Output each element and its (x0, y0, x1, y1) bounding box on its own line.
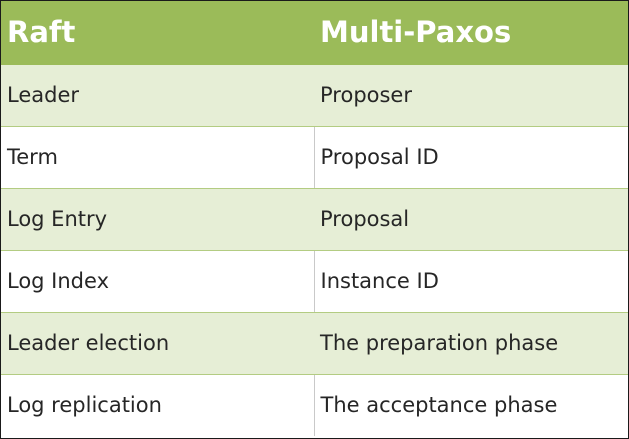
raft-term-cell: Leader election (1, 312, 314, 375)
raft-term-cell: Log Index (1, 250, 315, 313)
paxos-term-cell: The preparation phase (314, 312, 628, 375)
table-header: Raft Multi-Paxos (1, 1, 628, 65)
table-body: Leader Proposer Term Proposal ID Log Ent… (1, 64, 628, 436)
paxos-term-cell: Proposal (314, 188, 628, 251)
raft-term-cell: Leader (1, 64, 314, 127)
paxos-term-cell: Proposal ID (314, 126, 628, 189)
paxos-term-cell: Proposer (314, 64, 628, 127)
raft-term-cell: Log Entry (1, 188, 314, 251)
table-row: Log replication The acceptance phase (1, 374, 628, 436)
raft-term-cell: Log replication (1, 374, 315, 436)
header-row: Raft Multi-Paxos (1, 1, 628, 65)
table-row: Log Entry Proposal (1, 188, 628, 251)
paxos-term-cell: Instance ID (314, 250, 628, 313)
table-row: Term Proposal ID (1, 126, 628, 189)
table-row: Leader election The preparation phase (1, 312, 628, 375)
table-row: Log Index Instance ID (1, 250, 628, 313)
header-multi-paxos: Multi-Paxos (314, 1, 628, 65)
table-row: Leader Proposer (1, 64, 628, 127)
paxos-term-cell: The acceptance phase (314, 374, 628, 436)
header-raft: Raft (1, 1, 314, 65)
raft-term-cell: Term (1, 126, 315, 189)
